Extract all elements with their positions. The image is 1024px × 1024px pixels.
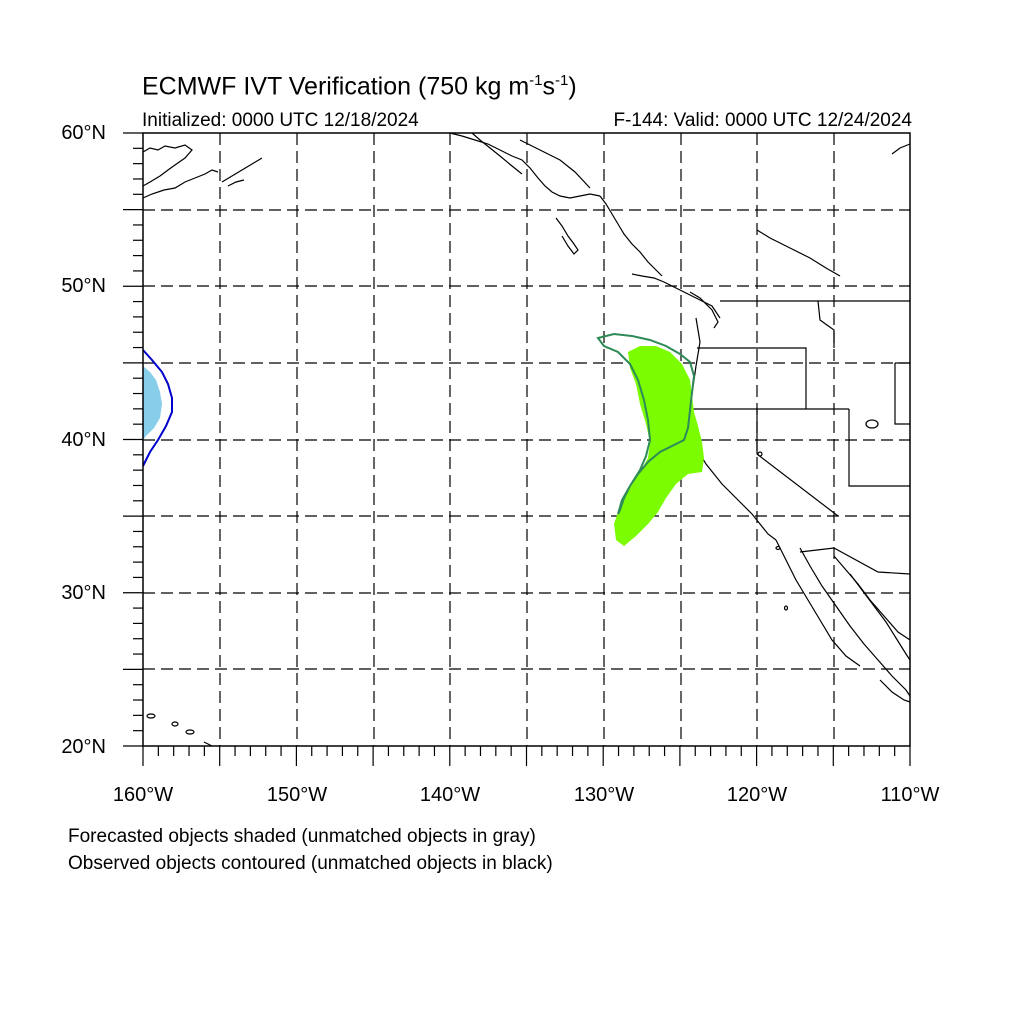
lon-label-130w: 130°W [573,784,635,806]
lat-label-50: 50°N [61,275,106,297]
initialized-time: Initialized: 0000 UTC 12/18/2024 [142,110,419,131]
observed-contour-2 [596,332,696,515]
lat-lon-grid [143,133,910,746]
lat-label-60: 60°N [61,122,106,144]
forecast-object-2 [614,346,704,546]
forecast-object-1 [143,366,162,440]
observed-contour-1 [142,349,173,467]
lon-label-150w: 150°W [266,784,328,806]
chart-title: ECMWF IVT Verification (750 kg m-1s-1) [142,72,577,101]
axis-ticks [123,132,911,766]
lon-label-160w: 160°W [112,784,174,806]
lat-label-30: 30°N [61,582,106,604]
observed-note: Observed objects contoured (unmatched ob… [68,853,553,874]
lat-label-20: 20°N [61,736,106,758]
valid-time: F-144: Valid: 0000 UTC 12/24/2024 [613,110,912,131]
lon-label-110w: 110°W [880,784,940,806]
lat-label-40: 40°N [61,429,106,451]
forecast-note: Forecasted objects shaded (unmatched obj… [68,826,536,847]
lon-label-140w: 140°W [419,784,481,806]
lon-label-120w: 120°W [726,784,788,806]
coastlines [142,132,911,747]
map-frame [142,132,911,747]
